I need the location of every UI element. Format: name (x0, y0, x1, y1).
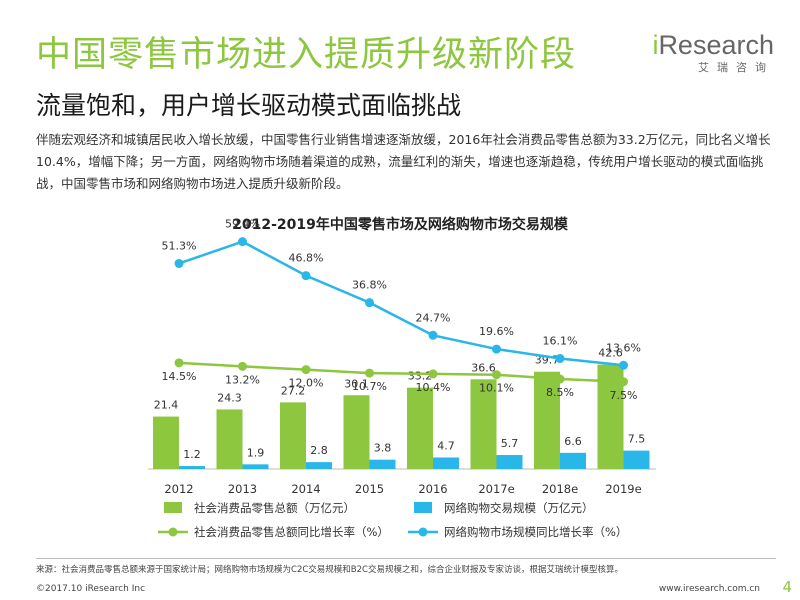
line-point (555, 354, 565, 364)
bar-label: 1.9 (247, 446, 265, 459)
line-label: 36.8% (352, 279, 387, 292)
line-label: 16.1% (543, 335, 578, 348)
x-tick-label: 2016 (418, 482, 447, 496)
bar-retail-2018e (534, 371, 560, 469)
line-label: 46.8% (289, 252, 324, 265)
line-label: 10.1% (479, 382, 514, 395)
line-label: 10.7% (352, 380, 387, 393)
legend-label: 社会消费品零售总额（万亿元） (194, 501, 355, 515)
x-tick-label: 2017e (478, 482, 514, 496)
line-point (238, 237, 247, 247)
line-point (365, 368, 374, 378)
x-tick-label: 2019e (605, 482, 641, 496)
x-tick-label: 2015 (355, 482, 384, 496)
logo-tagline: 艾瑞咨询 (698, 61, 774, 74)
series-line-retail-growth (178, 361, 624, 383)
line-point (238, 361, 247, 371)
bar-label: 5.7 (501, 437, 519, 450)
bar-retail-2012 (153, 416, 179, 469)
line-label: 7.5% (610, 389, 638, 402)
bar-label: 21.4 (154, 399, 179, 412)
line-point (301, 365, 311, 375)
bar-retail-2013 (216, 409, 243, 469)
line-label: 14.5% (162, 370, 197, 383)
line-label: 51.3% (162, 239, 197, 252)
line-point (492, 344, 501, 354)
line-label: 13.2% (225, 373, 260, 386)
x-tick-label: 2018e (542, 482, 578, 496)
legend-label: 网络购物交易规模（万亿元） (444, 501, 594, 515)
line-point (428, 330, 438, 340)
bar-label: 24.3 (217, 391, 242, 404)
bar-label: 3.8 (374, 442, 392, 455)
bar-label: 42.6 (598, 347, 623, 360)
bar-label: 30.1 (344, 377, 369, 390)
legend-marker (418, 527, 428, 537)
line-label: 59.4% (225, 218, 260, 231)
legend-swatch (164, 502, 182, 513)
footer-divider (36, 558, 776, 559)
bar-online-2014 (306, 462, 332, 469)
combo-chart: 21.424.327.230.133.236.639.742.61.2 1.9 2.… (148, 218, 656, 539)
copyright: ©2017.10 iResearch Inc (36, 584, 146, 594)
x-tick-label: 2014 (291, 482, 320, 496)
iresearch-logo: iResearch 艾瑞咨询 (652, 30, 774, 75)
line-label: 19.6% (479, 325, 514, 338)
logo-research: Research (658, 30, 774, 60)
bar-label: 6.6 (564, 435, 582, 448)
bar-retail-2016 (407, 387, 433, 469)
line-point (365, 298, 374, 308)
intro-paragraph: 伴随宏观经济和城镇居民收入增长放缓，中国零售行业销售增速逐渐放缓，2016年社会… (36, 132, 771, 191)
bar-online-2019e (623, 450, 650, 469)
line-label: 13.6% (606, 341, 641, 354)
page-number: 4 (782, 578, 792, 596)
bar-online-2012 (179, 466, 205, 469)
bar-retail-2017e (470, 379, 497, 469)
line-point (619, 360, 628, 370)
page-title: 中国零售市场进入提质升级新阶段 (36, 35, 577, 75)
bar-label: 7.5 (628, 433, 646, 446)
bar-online-2016 (433, 457, 459, 469)
legend-label: 网络购物市场规模同比增长率（%） (444, 525, 627, 539)
line-point (619, 377, 628, 387)
website-url: www.iresearch.com.cn (658, 584, 760, 594)
bar-online-2017e (496, 455, 523, 469)
bar-label: 1.2 (183, 448, 201, 461)
line-point (555, 374, 565, 384)
x-tick-label: 2013 (228, 482, 257, 496)
bar-retail-2015 (343, 395, 370, 469)
chart-title: 2012-2019年中国零售市场及网络购物市场交易规模 (232, 217, 568, 233)
bar-label: 27.2 (281, 384, 306, 397)
logo-i: i (652, 30, 659, 60)
bar-retail-2014 (280, 402, 306, 469)
bar-label: 4.7 (437, 439, 455, 452)
source-note: 来源：社会消费品零售总额来源于国家统计局；网络购物市场规模为C2C交易规模和B2… (36, 565, 623, 575)
legend-label: 社会消费品零售总额同比增长率（%） (194, 525, 389, 539)
series-line-online-growth (178, 240, 624, 367)
line-point (428, 369, 438, 379)
x-tick-label: 2012 (164, 482, 193, 496)
line-label: 12.0% (289, 377, 324, 390)
line-point (174, 258, 184, 268)
legend-marker (168, 527, 178, 537)
legend-swatch (414, 502, 432, 513)
line-point (492, 370, 501, 380)
bar-online-2013 (242, 464, 269, 469)
line-label: 8.5% (546, 386, 574, 399)
line-point (174, 358, 184, 368)
line-label: 10.4% (416, 381, 451, 394)
line-label: 24.7% (416, 311, 451, 324)
bar-label: 36.6 (471, 361, 496, 374)
logo-wordmark: iResearch (652, 30, 774, 61)
bar-label: 2.8 (310, 444, 328, 457)
bar-online-2018e (560, 452, 586, 469)
bar-online-2015 (369, 459, 396, 469)
page-subtitle: 流量饱和，用户增长驱动模式面临挑战 (36, 91, 462, 120)
line-point (301, 271, 311, 281)
